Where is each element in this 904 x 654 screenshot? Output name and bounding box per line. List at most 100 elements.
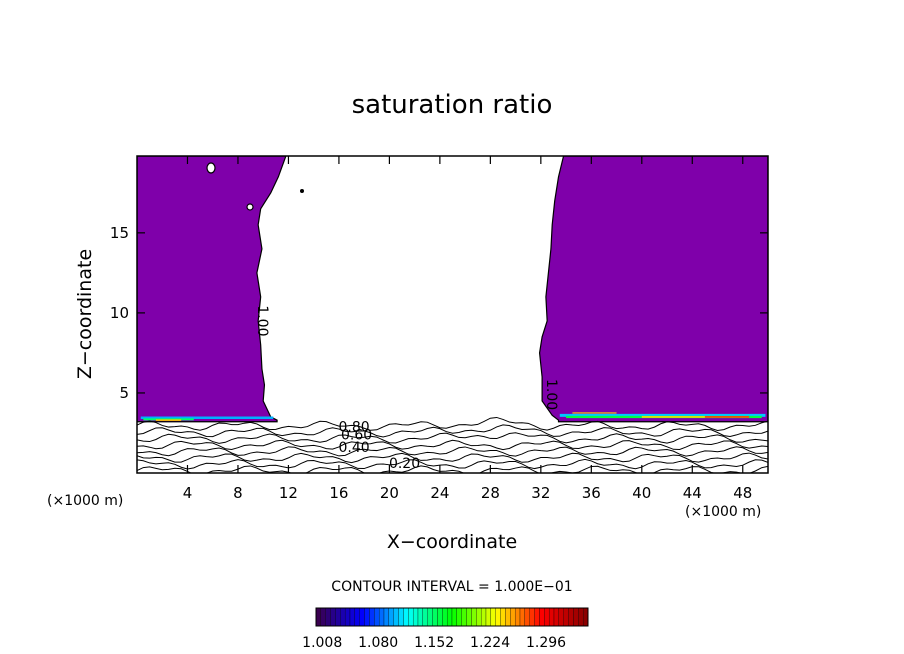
- colorbar-cell: [446, 607, 453, 627]
- x-tick-label: 40: [632, 484, 651, 502]
- contour-labels: 1.00 1.00 0.800.600.40 0.20: [254, 305, 559, 472]
- colorbar-cell: [437, 607, 443, 627]
- x-tick-label: 24: [430, 484, 449, 502]
- plot-area: 1.00 1.00 0.800.600.40 0.20: [137, 156, 768, 473]
- plot-frame: [136, 155, 769, 474]
- colorbar-cell: [548, 607, 555, 627]
- region-dot: [300, 189, 304, 193]
- colorbar-cell: [325, 607, 331, 627]
- contour-line: [137, 439, 768, 451]
- region-hole: [206, 162, 216, 174]
- colorbar-cell: [340, 607, 346, 627]
- colorbar-cell: [344, 607, 351, 627]
- x-tick-label: 44: [683, 484, 702, 502]
- colorbar-cell: [378, 607, 385, 627]
- x-unit-left: (×1000 m): [47, 493, 123, 509]
- colorbar-cell: [422, 607, 428, 627]
- contour-line: [137, 446, 768, 457]
- colorbar-cell: [514, 607, 521, 627]
- colorbar-cell: [476, 607, 482, 627]
- colorbar-cell: [563, 607, 569, 627]
- contour-line: [137, 458, 768, 470]
- colorbar-tick-label: 1.296: [526, 635, 566, 651]
- colorbar-cell: [320, 607, 326, 627]
- contour-line: [137, 416, 768, 431]
- x-axis-label: X−coordinate: [387, 531, 517, 553]
- x-unit-right: (×1000 m): [685, 504, 761, 520]
- colorbar-cell: [408, 607, 414, 627]
- colorbar-tick-label: 1.080: [358, 635, 398, 651]
- colorbar: [315, 607, 589, 627]
- colorbar-cell: [369, 607, 375, 627]
- colorbar-cell: [578, 607, 584, 627]
- colorbar-cell: [480, 607, 487, 627]
- colorbar-cell: [529, 607, 535, 627]
- colorbar-cell: [412, 607, 419, 627]
- x-tick-label: 28: [481, 484, 500, 502]
- colorbar-cell: [524, 607, 530, 627]
- colorbar-cell: [485, 607, 492, 627]
- colorbar-cell: [354, 607, 360, 627]
- colorbar-cell: [364, 607, 370, 627]
- colorbar-cell: [432, 607, 438, 627]
- contour-line: [137, 424, 768, 438]
- colorbar-cell: [568, 607, 574, 627]
- colorbar-cell: [456, 607, 462, 627]
- colorbar-cell: [403, 607, 409, 627]
- contour-label: 1.00: [254, 305, 270, 336]
- colorbar-cell: [349, 607, 356, 627]
- colorbar-labels: 1.008 1.080 1.152 1.224 1.296: [302, 635, 566, 651]
- contour-label: 0.20: [389, 456, 420, 472]
- contour-line: [137, 465, 768, 473]
- colorbar-cell: [335, 607, 341, 627]
- colorbar-cell: [388, 607, 394, 627]
- colorbar-cell: [544, 607, 550, 627]
- colorbar-cell: [383, 607, 390, 627]
- colorbar-cell: [495, 607, 501, 627]
- x-tick-label: 4: [183, 484, 193, 502]
- contour-label: 1.00: [543, 379, 559, 410]
- colorbar-cell: [505, 607, 511, 627]
- colorbar-cell: [330, 607, 336, 627]
- contour-lines: [137, 416, 768, 473]
- y-tick-label: 5: [119, 384, 129, 402]
- contour-label: 0.40: [338, 440, 369, 456]
- colorbar-cell: [553, 607, 560, 627]
- x-tick-label: 12: [279, 484, 298, 502]
- x-tick-label: 20: [380, 484, 399, 502]
- colorbar-tick-label: 1.224: [470, 635, 510, 651]
- colorbar-tick-label: 1.008: [302, 635, 342, 651]
- colorbar-cell: [315, 607, 322, 627]
- y-tick-label: 15: [110, 224, 129, 242]
- chart-title: saturation ratio: [352, 90, 553, 120]
- x-tick-label: 48: [733, 484, 752, 502]
- colorbar-cell: [582, 607, 589, 627]
- x-tick-label: 16: [329, 484, 348, 502]
- colorbar-cell: [451, 607, 458, 627]
- colorbar-cell: [539, 607, 545, 627]
- colorbar-cell: [427, 607, 433, 627]
- colorbar-cell: [510, 607, 516, 627]
- contour-label: 0.60: [341, 427, 372, 443]
- contour-interval: CONTOUR INTERVAL = 1.000E−01: [331, 579, 572, 595]
- colorbar-tick-label: 1.152: [414, 635, 454, 651]
- colorbar-cell: [442, 607, 448, 627]
- colorbar-cell: [471, 607, 477, 627]
- colorbar-cell: [461, 607, 467, 627]
- colorbar-cell: [534, 607, 540, 627]
- colorbar-cell: [558, 607, 564, 627]
- supersaturated-region-left: [137, 156, 287, 423]
- colorbar-cell: [519, 607, 526, 627]
- supersaturated-region-right: [538, 156, 768, 423]
- colorbar-cell: [359, 607, 365, 627]
- colorbar-cell: [374, 607, 380, 627]
- colorbar-cell: [417, 607, 424, 627]
- colorbar-cell: [398, 607, 404, 627]
- colored-bands: [140, 412, 766, 421]
- colorbar-cell: [500, 607, 506, 627]
- colorbar-frame: [315, 607, 589, 627]
- colorbar-cell: [466, 607, 472, 627]
- y-axis-label: Z−coordinate: [74, 249, 96, 379]
